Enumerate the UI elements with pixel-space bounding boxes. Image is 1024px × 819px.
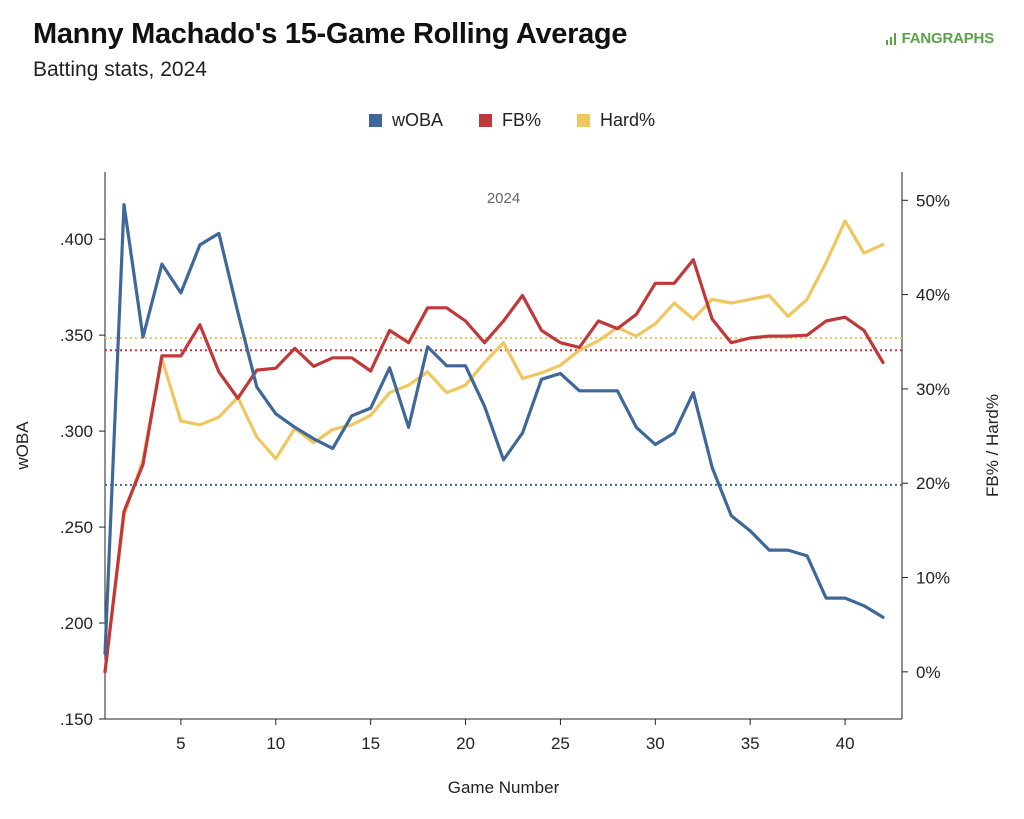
y-right-tick-label: 40% [916,286,950,305]
y-right-tick-label: 20% [916,474,950,493]
series-line-hard-pct [103,219,885,674]
chart-title: Manny Machado's 15-Game Rolling Average [33,18,628,50]
y-left-tick-label: .200 [60,614,93,633]
legend-swatch [577,114,590,127]
x-tick-label: 40 [836,734,855,753]
x-tick-label: 30 [646,734,665,753]
y-left-tick-label: .300 [60,422,93,441]
y-right-axis-title: FB% / Hard% [983,394,1002,497]
panel-label: 2024 [487,190,520,207]
series-line-fb-pct [103,258,885,674]
y-right-tick-label: 0% [916,663,941,682]
legend-label: wOBA [391,110,443,130]
y-left-axis-title: wOBA [13,421,32,471]
legend-label: FB% [501,110,541,130]
chart-subtitle: Batting stats, 2024 [33,58,207,81]
legend-label: Hard% [600,110,656,130]
x-tick-label: 25 [551,734,570,753]
x-tick-label: 35 [741,734,760,753]
legend-item-woba: wOBA [368,110,443,131]
y-left-tick-label: .150 [60,710,93,729]
legend-item-fb-pct: FB% [478,110,541,131]
legend-swatch [368,114,382,127]
y-left-tick-label: .250 [60,518,93,537]
x-tick-label: 10 [266,734,285,753]
y-left-tick-label: .350 [60,326,93,345]
chart-legend: wOBA FB% Hard% [0,110,1024,131]
brand-name: FANGRAPHS [901,30,995,47]
series-line-woba [103,203,885,656]
y-left-tick-label: .400 [60,230,93,249]
x-axis-title: Game Number [448,778,560,797]
x-tick-label: 20 [456,734,475,753]
x-tick-label: 15 [361,734,380,753]
y-right-tick-label: 10% [916,569,950,588]
legend-swatch [478,114,492,127]
legend-item-hard-pct: Hard% [577,110,655,131]
x-tick-label: 5 [176,734,185,753]
fangraphs-mark-icon [885,32,896,45]
y-right-tick-label: 50% [916,191,950,210]
y-right-tick-label: 30% [916,380,950,399]
fangraphs-logo[interactable]: FANGRAPHS [885,30,994,47]
